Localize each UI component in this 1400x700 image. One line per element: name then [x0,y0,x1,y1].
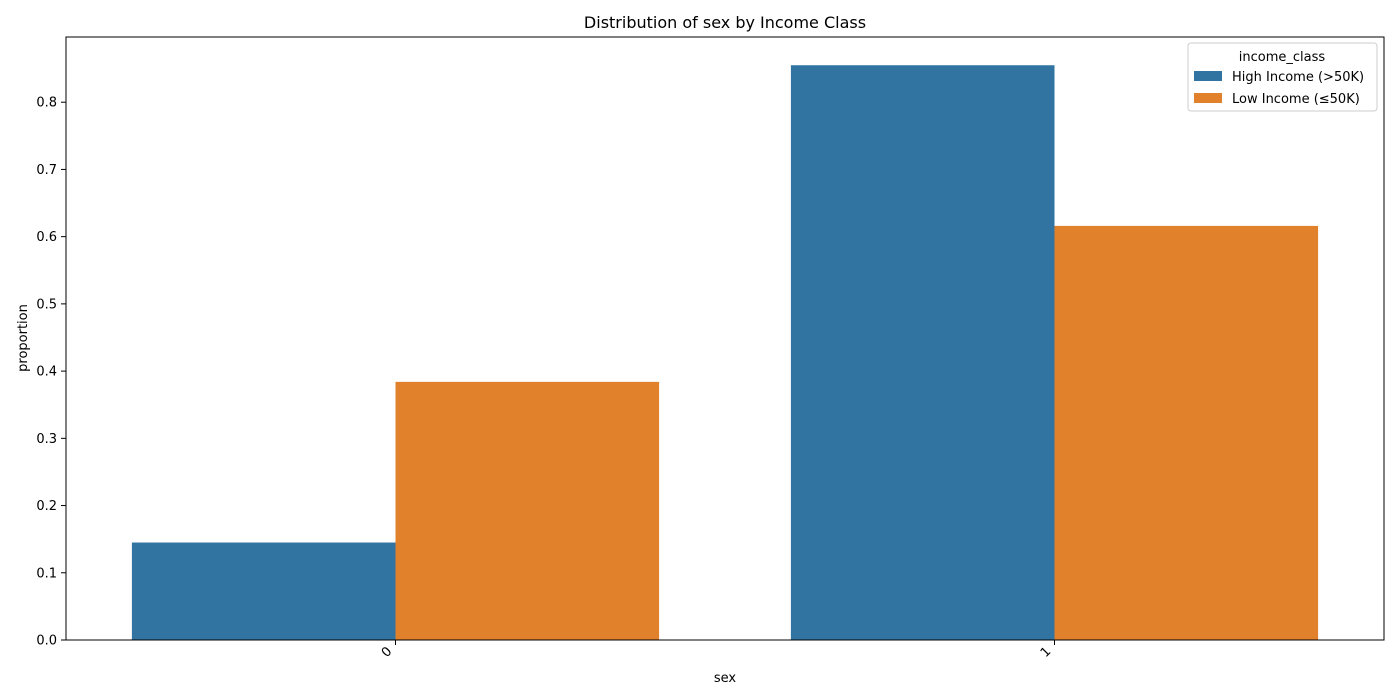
legend-title: income_class [1239,50,1326,65]
y-tick-label: 0.4 [36,365,57,380]
x-tick-label: 0 [379,644,395,660]
y-tick-label: 0.0 [36,634,57,649]
legend-label-low-income: Low Income (≤50K) [1232,92,1360,107]
chart-title: Distribution of sex by Income Class [584,13,866,32]
bar-low-income-sex-1 [1054,225,1319,640]
bar-low-income-sex-0 [395,381,660,640]
legend-swatch-low-income [1194,93,1222,103]
plot-frame [65,36,1385,641]
y-axis-label: proportion [16,304,31,372]
x-axis-label: sex [714,671,737,686]
y-tick-label: 0.1 [36,566,57,581]
y-tick-label: 0.7 [36,163,57,178]
legend: income_class High Income (>50K) Low Inco… [1187,42,1378,112]
y-axis: 0.0 0.1 0.2 0.3 0.4 0.5 0.6 0.7 0.8 [36,96,66,649]
legend-label-high-income: High Income (>50K) [1232,70,1364,85]
y-tick-label: 0.3 [36,432,57,447]
x-tick-label: 1 [1038,644,1054,660]
legend-swatch-high-income [1194,71,1222,81]
bar-high-income-sex-1 [790,65,1055,640]
y-tick-label: 0.5 [36,297,57,312]
y-tick-label: 0.2 [36,499,57,514]
y-tick-label: 0.8 [36,96,57,111]
legend-frame [1187,42,1378,112]
bar-high-income-sex-0 [131,542,396,640]
bars-group [131,65,1319,640]
y-tick-label: 0.6 [36,230,57,245]
